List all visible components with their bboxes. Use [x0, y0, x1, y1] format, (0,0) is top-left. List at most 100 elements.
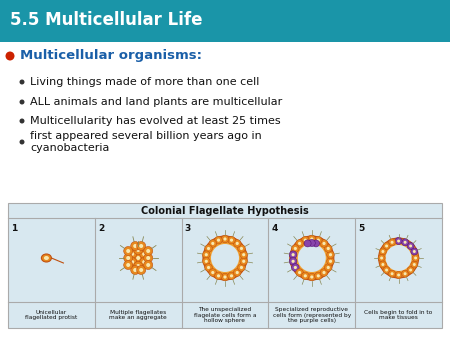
Text: The unspecialized
flagelate cells form a
hollow sphere: The unspecialized flagelate cells form a…	[194, 307, 256, 323]
Circle shape	[134, 245, 143, 255]
Circle shape	[289, 251, 297, 259]
Circle shape	[134, 262, 143, 270]
Text: ALL animals and land plants are multicellular: ALL animals and land plants are multicel…	[30, 97, 282, 107]
Text: Colonial Flagellate Hypothesis: Colonial Flagellate Hypothesis	[141, 206, 309, 216]
Circle shape	[126, 256, 130, 260]
Circle shape	[19, 79, 24, 84]
Circle shape	[240, 251, 248, 259]
Circle shape	[139, 268, 143, 272]
Circle shape	[308, 273, 315, 281]
Circle shape	[234, 269, 241, 276]
Text: Cells begin to fold in to
make tissues: Cells begin to fold in to make tissues	[364, 310, 433, 320]
Bar	[0, 42, 450, 338]
Circle shape	[205, 260, 208, 263]
Circle shape	[238, 264, 245, 271]
Circle shape	[5, 51, 14, 61]
Circle shape	[19, 99, 24, 104]
Circle shape	[294, 247, 297, 250]
Circle shape	[133, 244, 137, 248]
Text: 2: 2	[98, 224, 104, 233]
Circle shape	[401, 270, 409, 277]
Circle shape	[137, 241, 146, 250]
Circle shape	[221, 273, 229, 281]
Text: 5: 5	[358, 224, 365, 233]
Circle shape	[217, 239, 220, 242]
Circle shape	[142, 260, 146, 264]
Circle shape	[136, 264, 140, 268]
Circle shape	[236, 242, 239, 245]
Circle shape	[202, 258, 210, 265]
Circle shape	[130, 260, 134, 264]
Circle shape	[304, 240, 311, 247]
Circle shape	[383, 242, 390, 249]
Circle shape	[136, 248, 140, 252]
Circle shape	[146, 249, 150, 253]
Circle shape	[378, 255, 385, 262]
Circle shape	[202, 251, 210, 259]
Circle shape	[133, 268, 137, 272]
Circle shape	[308, 235, 315, 243]
Circle shape	[290, 236, 334, 280]
Circle shape	[397, 240, 400, 242]
Circle shape	[230, 274, 233, 277]
Circle shape	[205, 264, 212, 271]
Text: Multicellular organisms:: Multicellular organisms:	[20, 49, 202, 63]
Circle shape	[236, 271, 239, 274]
Text: first appeared several billion years ago in
cyanobacteria: first appeared several billion years ago…	[30, 130, 262, 153]
Circle shape	[217, 274, 220, 277]
Circle shape	[221, 235, 229, 243]
Circle shape	[240, 247, 243, 250]
Circle shape	[134, 254, 143, 263]
Circle shape	[308, 240, 315, 246]
Circle shape	[19, 119, 24, 123]
Circle shape	[142, 252, 146, 256]
Circle shape	[310, 275, 313, 279]
Circle shape	[409, 268, 412, 271]
Circle shape	[289, 258, 297, 265]
Circle shape	[395, 271, 402, 279]
Circle shape	[228, 272, 235, 280]
Circle shape	[124, 246, 133, 256]
Circle shape	[380, 257, 383, 260]
Circle shape	[317, 239, 320, 242]
Circle shape	[242, 260, 245, 263]
Circle shape	[215, 236, 222, 244]
Circle shape	[124, 261, 133, 269]
Circle shape	[292, 264, 299, 271]
Circle shape	[298, 271, 301, 274]
Circle shape	[404, 272, 407, 275]
Circle shape	[240, 266, 243, 269]
Circle shape	[124, 254, 133, 263]
Text: 5.5 Multicellular Life: 5.5 Multicellular Life	[10, 11, 202, 29]
Circle shape	[397, 273, 400, 276]
Circle shape	[292, 253, 295, 256]
Circle shape	[296, 240, 303, 247]
Circle shape	[223, 237, 227, 241]
Circle shape	[379, 261, 387, 268]
Circle shape	[294, 266, 297, 269]
Circle shape	[215, 272, 222, 280]
Bar	[8, 203, 442, 328]
Text: Living things made of more than one cell: Living things made of more than one cell	[30, 77, 259, 87]
Text: 1: 1	[11, 224, 17, 233]
Circle shape	[324, 245, 332, 252]
Text: 3: 3	[184, 224, 191, 233]
Circle shape	[320, 269, 328, 276]
Circle shape	[292, 260, 295, 263]
Circle shape	[395, 238, 402, 244]
Circle shape	[317, 274, 320, 277]
Circle shape	[324, 264, 332, 271]
Circle shape	[140, 249, 148, 259]
Circle shape	[298, 244, 326, 272]
Circle shape	[292, 245, 299, 252]
Circle shape	[327, 247, 330, 250]
Circle shape	[378, 238, 418, 278]
Circle shape	[298, 242, 301, 245]
Circle shape	[209, 269, 216, 276]
Circle shape	[146, 256, 150, 260]
Text: Multicellularity has evolved at least 25 times: Multicellularity has evolved at least 25…	[30, 116, 281, 126]
Circle shape	[414, 257, 417, 260]
Circle shape	[407, 242, 414, 249]
Circle shape	[404, 241, 407, 244]
Circle shape	[407, 267, 414, 273]
